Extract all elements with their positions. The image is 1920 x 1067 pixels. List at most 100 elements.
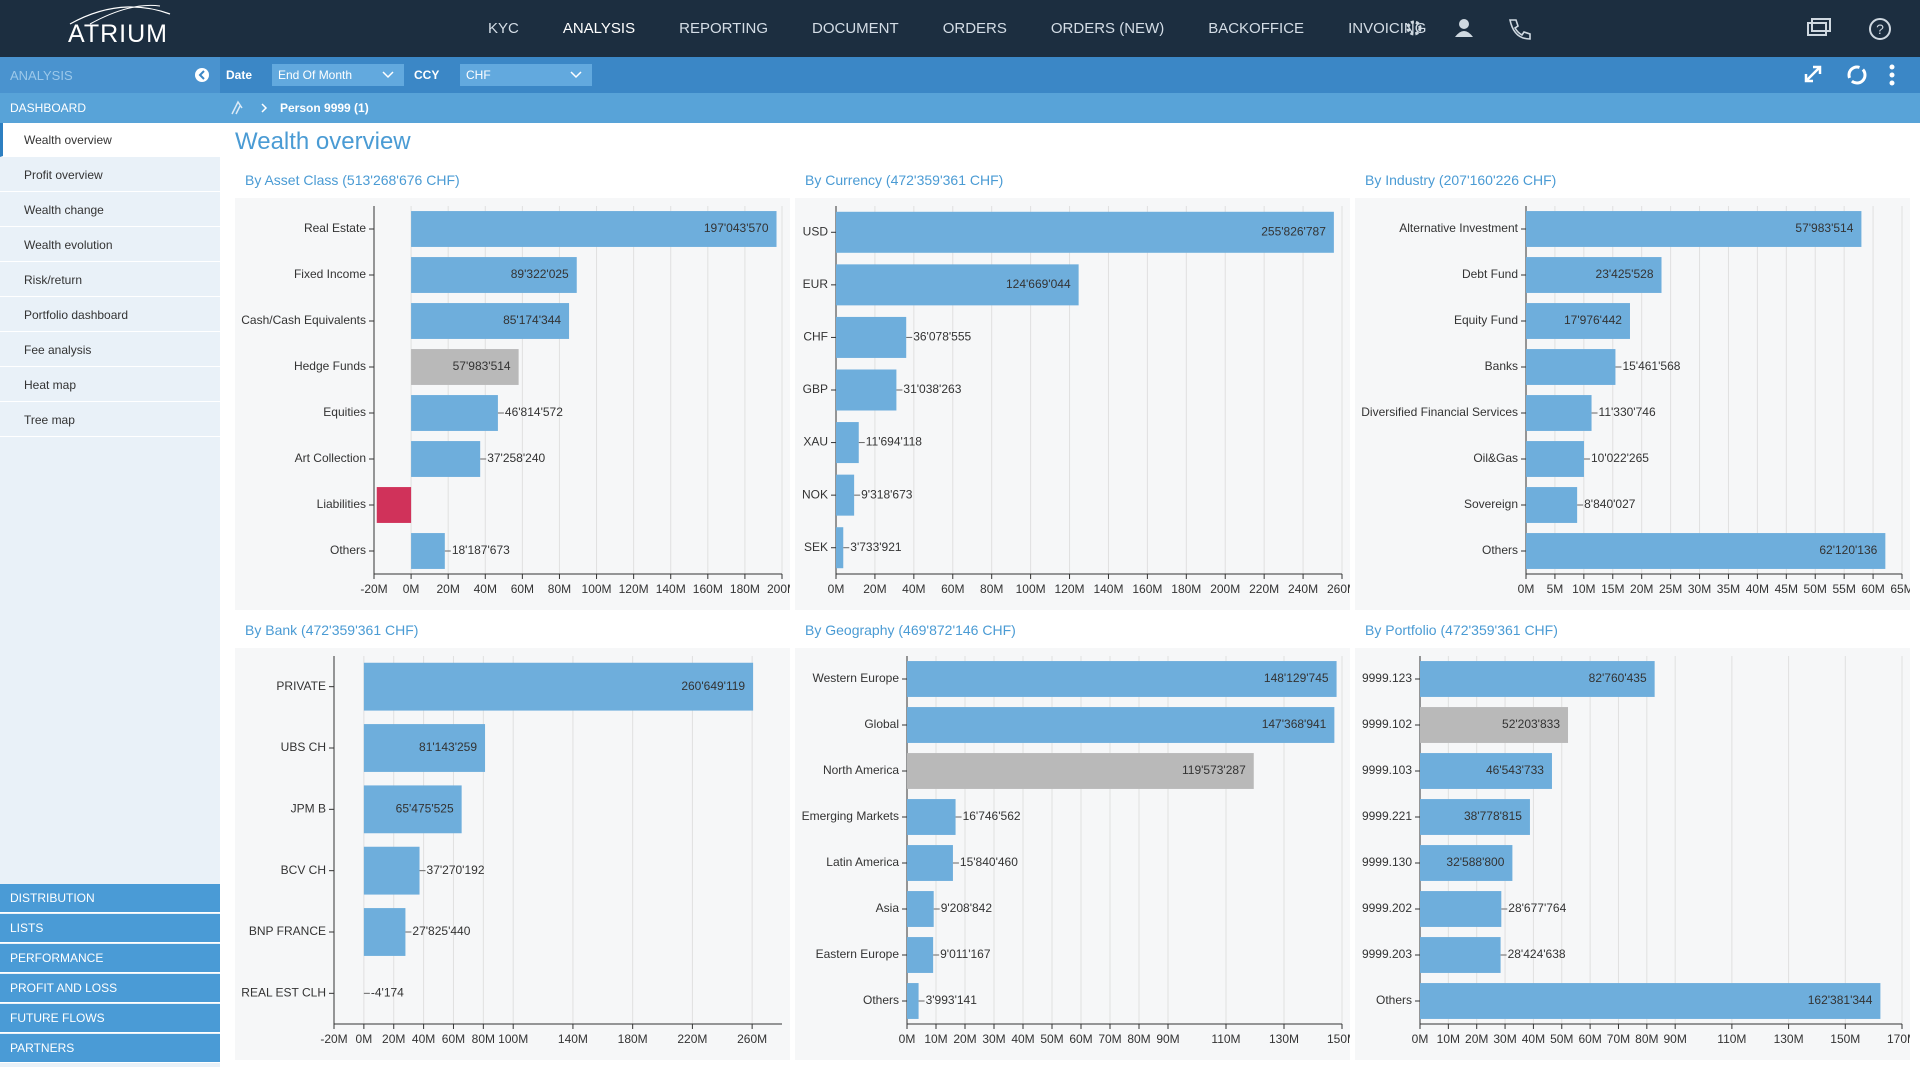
- x-tick-label: 40M: [412, 1032, 435, 1046]
- bar: [1420, 661, 1655, 697]
- x-tick-label: 100M: [498, 1032, 528, 1046]
- value-label: 18'187'673: [452, 543, 510, 557]
- x-tick-label: 140M: [1093, 582, 1123, 596]
- sidebar-item[interactable]: Tree map: [0, 403, 220, 437]
- sidebar-item[interactable]: Heat map: [0, 368, 220, 402]
- nav-item[interactable]: DOCUMENT: [812, 20, 899, 37]
- nav-item[interactable]: REPORTING: [679, 20, 769, 37]
- nav-item[interactable]: BACKOFFICE: [1208, 20, 1305, 37]
- category-label: Art Collection: [295, 451, 366, 465]
- x-tick-label: 150M: [1327, 1032, 1350, 1046]
- value-label: 57'983'514: [453, 359, 511, 373]
- ccy-select[interactable]: CHF: [460, 64, 592, 86]
- x-tick-label: 20M: [437, 582, 460, 596]
- person-label[interactable]: Person 9999 (1): [280, 101, 369, 115]
- x-tick-label: 40M: [1522, 1032, 1545, 1046]
- category-label: 9999.102: [1362, 717, 1412, 731]
- nav-icons[interactable]: [1400, 17, 1550, 41]
- bar: [907, 661, 1337, 697]
- sidebar-item[interactable]: Fee analysis: [0, 333, 220, 367]
- sidebar-group[interactable]: LISTS: [0, 914, 220, 943]
- sidebar-item[interactable]: Wealth change: [0, 193, 220, 227]
- category-label: Alternative Investment: [1399, 221, 1518, 235]
- sidebar-group[interactable]: PERFORMANCE: [0, 944, 220, 973]
- sidebar-item[interactable]: Risk/return: [0, 263, 220, 297]
- category-label: Others: [1376, 993, 1412, 1007]
- x-tick-label: 30M: [1493, 1032, 1516, 1046]
- chart: Western Europe Global North America Emergin…: [795, 648, 1350, 1060]
- x-tick-label: 10M: [924, 1032, 947, 1046]
- category-label: USD: [803, 224, 829, 238]
- value-label: 197'043'570: [704, 221, 769, 235]
- sidebar-item[interactable]: Wealth overview: [0, 123, 220, 157]
- x-tick-label: 170M: [1887, 1032, 1910, 1046]
- sidebar-item[interactable]: Profit overview: [0, 158, 220, 192]
- nav-item[interactable]: ORDERS (NEW): [1050, 20, 1165, 37]
- x-tick-label: 5M: [1547, 582, 1564, 596]
- x-tick-label: 45M: [1775, 582, 1798, 596]
- x-tick-label: 20M: [382, 1032, 405, 1046]
- x-tick-label: 20M: [863, 582, 886, 596]
- value-label: 46'814'572: [505, 405, 563, 419]
- x-tick-label: 160M: [693, 582, 723, 596]
- bar: [907, 891, 934, 927]
- toolbar-icons[interactable]: [1800, 63, 1910, 87]
- x-tick-label: 60M: [1861, 582, 1884, 596]
- nav-item[interactable]: KYC: [488, 20, 519, 37]
- nav-item[interactable]: ANALYSIS: [562, 20, 636, 37]
- x-tick-label: 20M: [1630, 582, 1653, 596]
- dashboard-label[interactable]: DASHBOARD: [10, 101, 87, 115]
- category-label: PRIVATE: [276, 679, 326, 693]
- category-label: Others: [1482, 543, 1518, 557]
- value-label: 81'143'259: [419, 740, 477, 754]
- value-label: 148'129'745: [1264, 671, 1329, 685]
- x-tick-label: 90M: [1156, 1032, 1179, 1046]
- x-tick-label: 0M: [828, 582, 845, 596]
- logo[interactable]: ATRIUM: [68, 20, 168, 48]
- collapse-button[interactable]: [194, 67, 210, 83]
- nav-item[interactable]: ORDERS: [942, 20, 1007, 37]
- x-tick-label: 50M: [1040, 1032, 1063, 1046]
- svg-text:?: ?: [1876, 21, 1884, 37]
- x-tick-label: 60M: [1069, 1032, 1092, 1046]
- chart: 9999.123 9999.102 9999.103 9999.221 9999.130…: [1355, 648, 1910, 1060]
- sidebar-group[interactable]: PARTNERS: [0, 1034, 220, 1063]
- chart-title: By Industry (207'160'226 CHF): [1365, 172, 1557, 188]
- value-label: -4'174: [371, 986, 404, 1000]
- x-tick-label: 80M: [1635, 1032, 1658, 1046]
- sidebar-item[interactable]: Portfolio dashboard: [0, 298, 220, 332]
- x-tick-label: 20M: [953, 1032, 976, 1046]
- sidebar-group[interactable]: DISTRIBUTION: [0, 884, 220, 913]
- x-tick-label: 80M: [472, 1032, 495, 1046]
- chart: Alternative Investment Debt Fund Equity Fu…: [1355, 198, 1910, 610]
- sidebar-group[interactable]: PROFIT AND LOSS: [0, 974, 220, 1003]
- bar: [836, 527, 844, 569]
- x-tick-label: -20M: [320, 1032, 347, 1046]
- x-tick-label: 80M: [980, 582, 1003, 596]
- window-icons[interactable]: ?: [1800, 15, 1910, 43]
- nav-item[interactable]: INVOICING: [1348, 20, 1427, 37]
- bar: [1526, 303, 1630, 339]
- x-tick-label: 220M: [1249, 582, 1279, 596]
- x-tick-label: 50M: [1550, 1032, 1573, 1046]
- category-label: 9999.202: [1362, 901, 1412, 915]
- x-tick-label: 0M: [356, 1032, 373, 1046]
- chart-title: By Bank (472'359'361 CHF): [245, 622, 419, 638]
- bar: [1526, 257, 1662, 293]
- sidebar-item[interactable]: Wealth evolution: [0, 228, 220, 262]
- bar: [1420, 937, 1501, 973]
- value-label: 32'588'800: [1446, 855, 1504, 869]
- category-label: North America: [823, 763, 899, 777]
- sidebar-group[interactable]: FUTURE FLOWS: [0, 1004, 220, 1033]
- value-label: 23'425'528: [1596, 267, 1654, 281]
- value-label: 15'461'568: [1622, 359, 1680, 373]
- category-label: Debt Fund: [1462, 267, 1518, 281]
- bar: [836, 422, 859, 464]
- x-tick-label: 0M: [899, 1032, 916, 1046]
- section-label: ANALYSIS: [10, 68, 73, 83]
- dropdown-arrow: [570, 71, 582, 79]
- category-label: GBP: [803, 382, 828, 396]
- category-label: Equity Fund: [1454, 313, 1518, 327]
- date-select[interactable]: End Of Month: [272, 64, 404, 86]
